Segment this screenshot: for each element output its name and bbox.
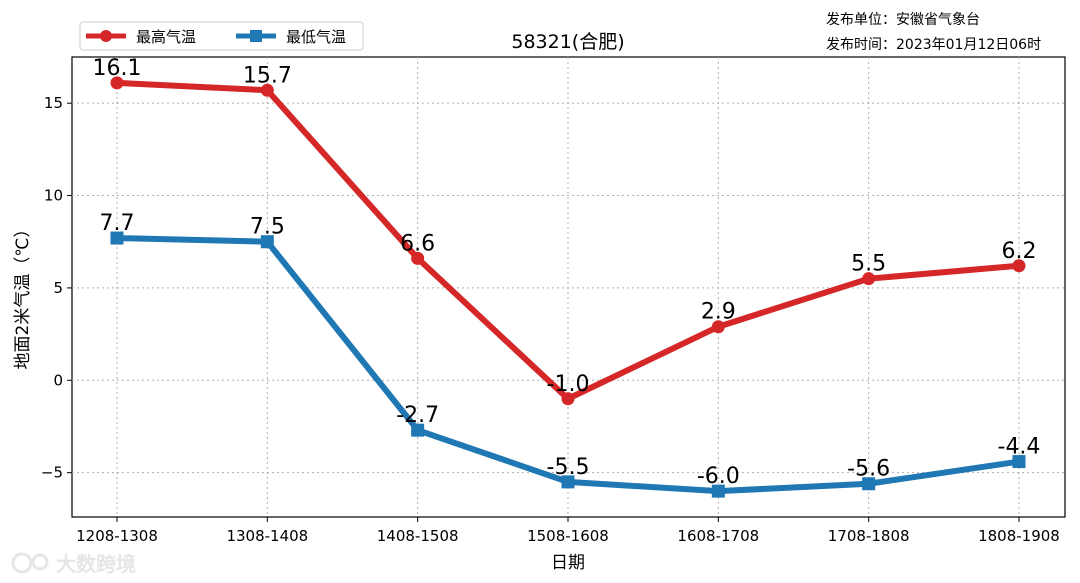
data-point-max — [561, 392, 575, 406]
watermark-logo-icon — [11, 552, 33, 574]
data-label-max: 6.2 — [1001, 239, 1036, 264]
data-label-max: 6.6 — [400, 231, 435, 256]
x-tick-label: 1408-1508 — [377, 527, 459, 545]
data-label-min: -2.7 — [396, 403, 439, 428]
publish-time: 发布时间：2023年01月12日06时 — [826, 37, 1041, 53]
data-point-max — [711, 320, 725, 334]
x-axis-label: 日期 — [551, 553, 585, 573]
data-point-min — [1012, 455, 1026, 469]
data-point-max — [411, 251, 425, 265]
watermark-text: 大数跨境 — [56, 552, 136, 576]
x-tick-label: 1308-1408 — [226, 527, 308, 545]
data-label-max: 2.9 — [701, 300, 736, 325]
data-point-max — [110, 76, 124, 90]
y-axis-label: 地面2米气温（℃） — [13, 221, 33, 370]
legend-min-label: 最低气温 — [286, 28, 346, 46]
x-tick-label: 1608-1708 — [677, 527, 759, 545]
grid-lines — [72, 57, 1065, 517]
data-label-min: 7.5 — [250, 215, 285, 240]
data-label-min: -5.6 — [847, 457, 890, 482]
data-point-min — [711, 484, 725, 498]
x-tick-label: 1808-1908 — [978, 527, 1060, 545]
data-point-max — [1012, 259, 1026, 273]
legend-min-marker — [250, 30, 262, 42]
legend: 最高气温 最低气温 — [79, 21, 364, 51]
y-tick-label: 5 — [53, 279, 63, 297]
publisher-unit: 发布单位：安徽省气象台 — [826, 12, 980, 28]
chart-title: 58321(合肥) — [511, 31, 624, 53]
data-label-max: 5.5 — [851, 252, 886, 277]
watermark: 大数跨境 — [11, 552, 136, 576]
data-point-min — [110, 231, 124, 245]
data-point-max — [260, 83, 274, 97]
plot-frame — [71, 56, 1066, 518]
x-tick-label: 1208-1308 — [76, 527, 158, 545]
legend-max-marker — [100, 30, 112, 42]
data-label-max: -1.0 — [547, 372, 590, 397]
data-point-min — [561, 475, 575, 489]
data-label-max: 15.7 — [243, 63, 292, 88]
x-axis-ticks: 1208-1308 1308-1408 1408-1508 1508-1608 1608… — [76, 517, 1060, 545]
data-point-max — [862, 272, 876, 286]
data-label-min: -4.4 — [998, 435, 1041, 460]
data-label-max: 16.1 — [93, 56, 142, 81]
data-point-min — [260, 235, 274, 249]
y-tick-label: 0 — [53, 371, 63, 389]
x-tick-label: 1508-1608 — [527, 527, 609, 545]
series-layer — [110, 76, 1026, 498]
y-tick-label: 15 — [44, 94, 63, 112]
legend-max-label: 最高气温 — [136, 28, 196, 46]
y-tick-label: −5 — [41, 464, 63, 482]
data-label-min: -6.0 — [697, 464, 740, 489]
x-tick-label: 1708-1808 — [828, 527, 910, 545]
data-label-min: 7.7 — [100, 211, 135, 236]
data-point-min — [862, 477, 876, 491]
y-tick-label: 10 — [44, 187, 63, 205]
data-label-min: -5.5 — [547, 455, 590, 480]
data-labels: 16.1 15.7 6.6 -1.0 2.9 5.5 6.2 7.7 7.5 -2.7 -5.5 -6… — [93, 56, 1041, 489]
y-axis-ticks: −5 0 5 10 15 — [41, 94, 72, 482]
legend-box — [79, 21, 364, 51]
data-point-min — [411, 423, 425, 437]
watermark-logo-dot-icon — [31, 553, 49, 571]
